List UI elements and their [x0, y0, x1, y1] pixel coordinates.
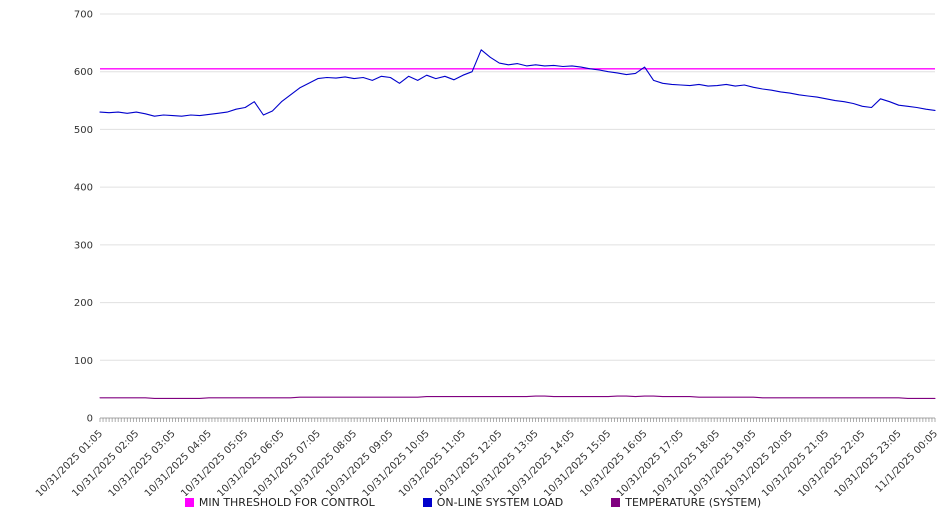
x-tick-label: 10/31/2025 11:05: [397, 428, 468, 496]
x-tick-label: 10/31/2025 21:05: [760, 428, 831, 496]
y-tick-label: 100: [74, 356, 93, 367]
x-tick-label: 10/31/2025 07:05: [252, 428, 323, 496]
x-tick-label: 10/31/2025 23:05: [833, 428, 904, 496]
x-tick-label: 10/31/2025 13:05: [470, 428, 541, 496]
legend-item-min-threshold: MIN THRESHOLD FOR CONTROL: [184, 496, 375, 509]
chart-legend: MIN THRESHOLD FOR CONTROL ON-LINE SYSTEM…: [0, 496, 946, 509]
y-tick-label: 700: [74, 10, 93, 21]
series-line-1: [99, 49, 936, 117]
x-tick-label: 10/31/2025 06:05: [215, 428, 286, 496]
y-axis-labels: 0 100 200 300 400 500 600 700: [74, 10, 93, 425]
x-axis-ticks: [99, 418, 936, 422]
legend-label-min-threshold: MIN THRESHOLD FOR CONTROL: [198, 496, 375, 509]
legend-label-temperature: TEMPERATURE (SYSTEM): [625, 496, 762, 509]
x-tick-label: 11/1/2025 00:05: [873, 428, 940, 495]
x-tick-label: 10/31/2025 08:05: [288, 428, 359, 496]
y-tick-label: 500: [74, 125, 93, 136]
legend-swatch-system-load: [422, 498, 432, 507]
x-tick-label: 10/31/2025 02:05: [70, 428, 141, 496]
x-tick-label: 10/31/2025 17:05: [615, 428, 686, 496]
x-tick-label: 10/31/2025 03:05: [107, 428, 178, 496]
legend-swatch-min-threshold: [184, 498, 194, 507]
y-tick-label: 200: [74, 298, 93, 309]
x-tick-label: 10/31/2025 15:05: [542, 428, 613, 496]
x-tick-label: 10/31/2025 10:05: [361, 428, 432, 496]
x-tick-label: 10/31/2025 20:05: [724, 428, 795, 496]
x-tick-label: 10/31/2025 12:05: [433, 428, 504, 496]
legend-item-system-load: ON-LINE SYSTEM LOAD: [422, 496, 564, 509]
x-tick-label: 10/31/2025 05:05: [179, 428, 250, 496]
x-tick-label: 10/31/2025 01:05: [34, 428, 105, 496]
x-tick-label: 10/31/2025 18:05: [651, 428, 722, 496]
x-tick-label: 10/31/2025 14:05: [506, 428, 577, 496]
x-tick-label: 10/31/2025 19:05: [687, 428, 758, 496]
y-tick-label: 600: [74, 67, 93, 78]
y-gridlines: [100, 13, 935, 361]
legend-label-system-load: ON-LINE SYSTEM LOAD: [436, 496, 564, 509]
y-tick-label: 400: [74, 183, 93, 194]
x-tick-label: 10/31/2025 22:05: [796, 428, 867, 496]
y-tick-label: 300: [74, 240, 93, 251]
x-tick-label: 10/31/2025 16:05: [579, 428, 650, 496]
x-tick-label: 10/31/2025 04:05: [143, 428, 214, 496]
y-tick-label: 0: [87, 414, 93, 425]
legend-swatch-temperature: [611, 498, 621, 507]
legend-item-temperature: TEMPERATURE (SYSTEM): [611, 496, 761, 509]
x-tick-label: 10/31/2025 09:05: [324, 428, 395, 496]
series-line-2: [99, 395, 936, 399]
